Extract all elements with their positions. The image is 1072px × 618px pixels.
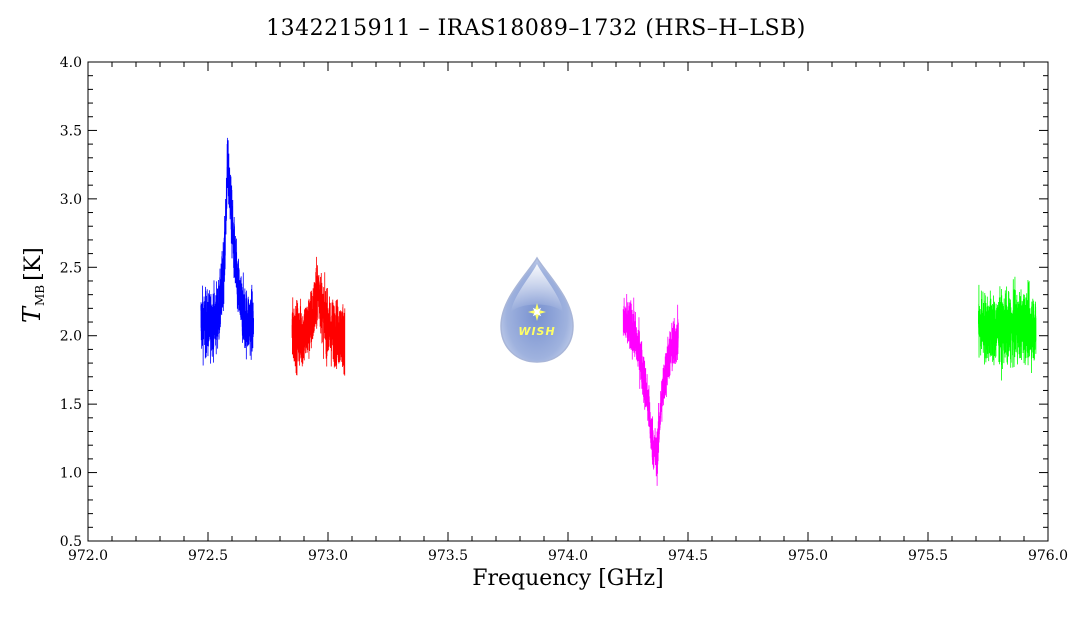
wish-logo: WISH (499, 256, 575, 366)
chart-title: 1342215911 – IRAS18089–1732 (HRS–H–LSB) (266, 16, 806, 41)
y-tick-label: 1.5 (60, 397, 82, 413)
series-line-1 (200, 137, 254, 366)
y-tick-label: 4.0 (60, 55, 82, 71)
star-icon (528, 303, 546, 321)
y-tick-label: 3.0 (60, 192, 82, 208)
y-tick-label: 1.0 (60, 466, 82, 482)
y-tick-labels: 0.5 1.0 1.5 2.0 2.5 3.0 3.5 4.0 (60, 55, 82, 550)
series-line-3 (622, 293, 679, 486)
axis-ticks (87, 61, 1049, 542)
y-tick-label: 2.5 (60, 260, 82, 276)
series-line-2 (291, 256, 346, 376)
logo-text: WISH (518, 325, 555, 338)
series-group (200, 137, 1037, 486)
y-axis-symbol: T (18, 306, 46, 323)
x-tick-label: 973.0 (308, 548, 348, 564)
x-tick-label: 973.5 (428, 548, 468, 564)
x-tick-label: 972.0 (68, 548, 108, 564)
y-axis-subscript: MB (33, 284, 47, 306)
y-tick-label: 2.0 (60, 329, 82, 345)
x-tick-label: 975.0 (788, 548, 828, 564)
y-tick-label: 3.5 (60, 123, 82, 139)
x-tick-label: 972.5 (188, 548, 228, 564)
x-axis-label: Frequency [GHz] (472, 566, 664, 591)
y-axis-unit: [K] (21, 247, 46, 281)
series-line-4 (978, 276, 1037, 381)
x-tick-label: 974.0 (548, 548, 588, 564)
x-tick-label: 975.5 (908, 548, 948, 564)
y-axis-label: TMB [K] (18, 243, 48, 323)
x-tick-label: 974.5 (668, 548, 708, 564)
y-tick-label: 0.5 (60, 534, 82, 550)
x-tick-labels: 972.0 972.5 973.0 973.5 974.0 974.5 975.0 975.5… (68, 548, 1068, 564)
x-tick-label: 976.0 (1028, 548, 1068, 564)
